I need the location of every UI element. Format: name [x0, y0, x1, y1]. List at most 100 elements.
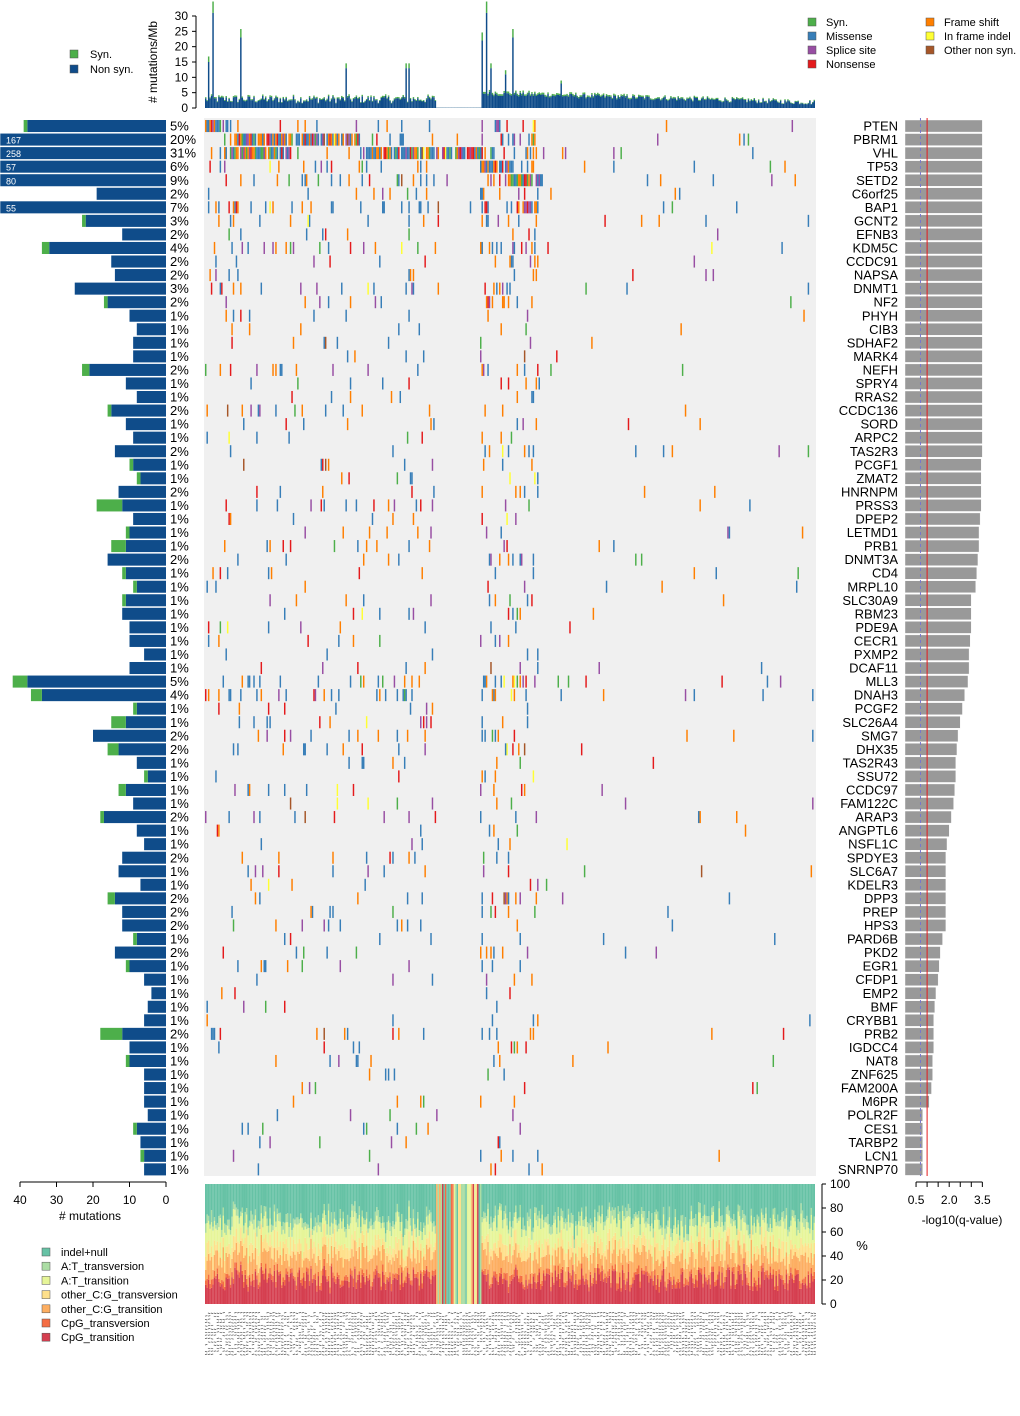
mutation-cell — [487, 214, 489, 227]
q-value-bar — [904, 837, 948, 851]
spectrum-segment — [611, 1215, 614, 1238]
spectrum-segment — [673, 1263, 675, 1277]
mutation-cell — [205, 689, 207, 702]
mutation-cell — [421, 838, 423, 851]
tmb-bar-syn — [724, 97, 726, 99]
mutation-cell — [583, 160, 586, 173]
tmb-bar-syn — [222, 96, 225, 98]
spectrum-segment — [206, 1242, 208, 1261]
spectrum-segment — [529, 1208, 532, 1220]
mutation-cell — [494, 905, 497, 918]
spectrum-segment — [266, 1282, 268, 1304]
spectrum-segment — [576, 1256, 579, 1267]
mutation-cell — [491, 160, 494, 173]
mutation-cell — [542, 147, 545, 160]
spectrum-segment — [519, 1184, 521, 1205]
spectrum-segment — [425, 1184, 428, 1207]
spectrum-segment — [301, 1184, 304, 1219]
spectrum-segment — [586, 1284, 589, 1304]
tmb-bar — [349, 99, 352, 108]
tmb-bar — [740, 99, 742, 108]
spectrum-segment — [661, 1227, 663, 1236]
spectrum-segment — [626, 1184, 628, 1211]
spectrum-segment — [689, 1184, 691, 1220]
tmb-bar — [595, 95, 598, 108]
spectrum-segment — [304, 1226, 306, 1238]
spectrum-segment — [693, 1253, 696, 1268]
mutation-cell — [240, 147, 242, 160]
spectrum-segment — [285, 1253, 287, 1269]
spectrum-segment — [333, 1184, 336, 1212]
percent-label: 1% — [170, 539, 189, 554]
tmb-bar — [599, 96, 602, 108]
gene-count-bar — [103, 811, 166, 824]
tmb-bar — [507, 93, 510, 108]
spectrum-segment — [341, 1184, 343, 1222]
spectrum-segment — [639, 1248, 641, 1255]
mutation-cell — [766, 675, 769, 688]
tmb-bar — [332, 96, 334, 108]
spectrum-segment — [313, 1274, 315, 1280]
spectrum-segment — [693, 1184, 696, 1219]
spectrum-segment — [716, 1279, 719, 1304]
spectrum-segment — [376, 1255, 378, 1266]
spectrum-segment — [251, 1244, 254, 1253]
mutation-cell — [807, 445, 810, 458]
spectrum-segment — [365, 1211, 368, 1219]
tmb-bar-syn — [686, 97, 688, 99]
tmb-bar — [788, 101, 791, 108]
tmb-bar-syn — [659, 99, 662, 101]
tmb-bar-syn — [651, 98, 653, 100]
spectrum-segment — [586, 1184, 589, 1223]
tmb-bar — [692, 101, 694, 108]
spectrum-segment — [510, 1184, 513, 1227]
spectrum-segment — [639, 1224, 641, 1236]
tmb-bar — [693, 97, 696, 108]
mutation-cell — [281, 147, 283, 160]
mutation-cell — [443, 147, 445, 160]
percent-label: 1% — [170, 1135, 189, 1150]
tmb-bar — [367, 97, 369, 108]
spectrum-segment — [496, 1184, 498, 1228]
spectrum-segment — [689, 1242, 691, 1257]
mutation-cell — [430, 933, 432, 946]
tmb-bar — [731, 98, 734, 108]
spectrum-segment — [358, 1184, 361, 1207]
spectrum-segment — [499, 1233, 501, 1248]
gene-label: EFNB3 — [856, 227, 898, 242]
spectrum-segment — [266, 1251, 268, 1280]
mutation-cell — [351, 133, 353, 146]
mutation-cell — [567, 675, 570, 688]
mutation-cell — [428, 540, 431, 553]
tmb-bar-syn — [671, 97, 674, 99]
spectrum-segment — [531, 1272, 533, 1284]
tmb-bar — [526, 94, 529, 108]
mutation-cell — [269, 147, 271, 160]
gene-count-bar — [27, 675, 166, 688]
spectrum-segment — [286, 1271, 289, 1275]
mutation-cell — [507, 851, 510, 864]
mutation-cell — [667, 905, 669, 918]
spectrum-segment — [222, 1207, 225, 1216]
mutation-cell — [379, 933, 381, 946]
spectrum-segment — [244, 1274, 246, 1304]
mutation-cell — [405, 147, 407, 160]
tmb-bar-syn — [396, 96, 399, 99]
mutation-cell — [335, 133, 337, 146]
mutation-cell — [292, 512, 295, 525]
spectrum-segment — [705, 1277, 707, 1282]
spectrum-segment — [671, 1288, 674, 1304]
spectrum-segment — [256, 1184, 258, 1228]
spectrum-segment — [305, 1223, 308, 1230]
tmb-bar — [538, 93, 540, 108]
tmb-bar — [330, 99, 333, 108]
spectrum-segment — [345, 1274, 347, 1281]
mutation-cell — [535, 811, 538, 824]
spectrum-segment — [551, 1184, 554, 1225]
mutation-cell — [303, 946, 305, 959]
spectrum-segment — [616, 1271, 618, 1284]
mutation-cell — [490, 621, 492, 634]
spectrum-segment — [213, 1255, 216, 1271]
spectrum-segment — [430, 1244, 432, 1261]
